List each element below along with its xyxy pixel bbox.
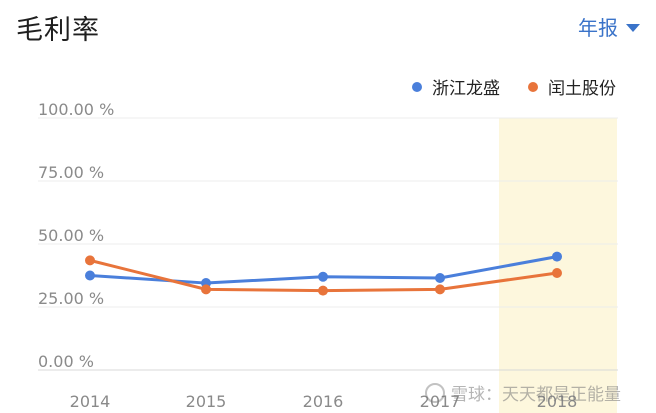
watermark: 雪球：天天都是正能量 (425, 380, 621, 405)
snowball-logo-icon (425, 382, 445, 403)
series-point-1 (201, 284, 211, 295)
series-point-1 (318, 285, 328, 296)
legend-item-series-1[interactable]: 闰土股份 (528, 74, 616, 99)
legend-dot-series-0 (412, 81, 422, 92)
series-point-1 (85, 255, 95, 266)
period-selector[interactable]: 年报 (578, 12, 640, 41)
caret-down-icon (626, 23, 640, 32)
y-tick-label: 0.00 % (38, 352, 94, 371)
y-tick-label: 75.00 % (38, 163, 104, 182)
legend-label-series-0: 浙江龙盛 (432, 79, 500, 99)
period-label: 年报 (578, 16, 618, 40)
legend-dot-series-1 (528, 81, 538, 92)
chart-title: 毛利率 (16, 15, 100, 46)
y-tick-label: 100.00 % (38, 100, 114, 119)
series-point-0 (435, 273, 445, 284)
y-tick-label: 50.00 % (38, 226, 104, 245)
x-tick-label: 2018 (537, 392, 578, 411)
series-point-0 (552, 251, 562, 262)
legend-label-series-1: 闰土股份 (548, 79, 616, 99)
legend: 浙江龙盛 闰土股份 (412, 74, 616, 99)
series-point-0 (85, 270, 95, 281)
series-point-1 (552, 267, 562, 278)
x-tick-label: 2015 (186, 392, 227, 411)
legend-item-series-0[interactable]: 浙江龙盛 (412, 74, 500, 99)
series-point-1 (435, 284, 445, 295)
x-tick-label: 2014 (70, 392, 111, 411)
x-tick-label: 2016 (303, 392, 344, 411)
watermark-text: 雪球：天天都是正能量 (451, 385, 621, 405)
y-tick-label: 25.00 % (38, 289, 104, 308)
series-point-0 (318, 271, 328, 282)
highlight-band (499, 118, 617, 413)
